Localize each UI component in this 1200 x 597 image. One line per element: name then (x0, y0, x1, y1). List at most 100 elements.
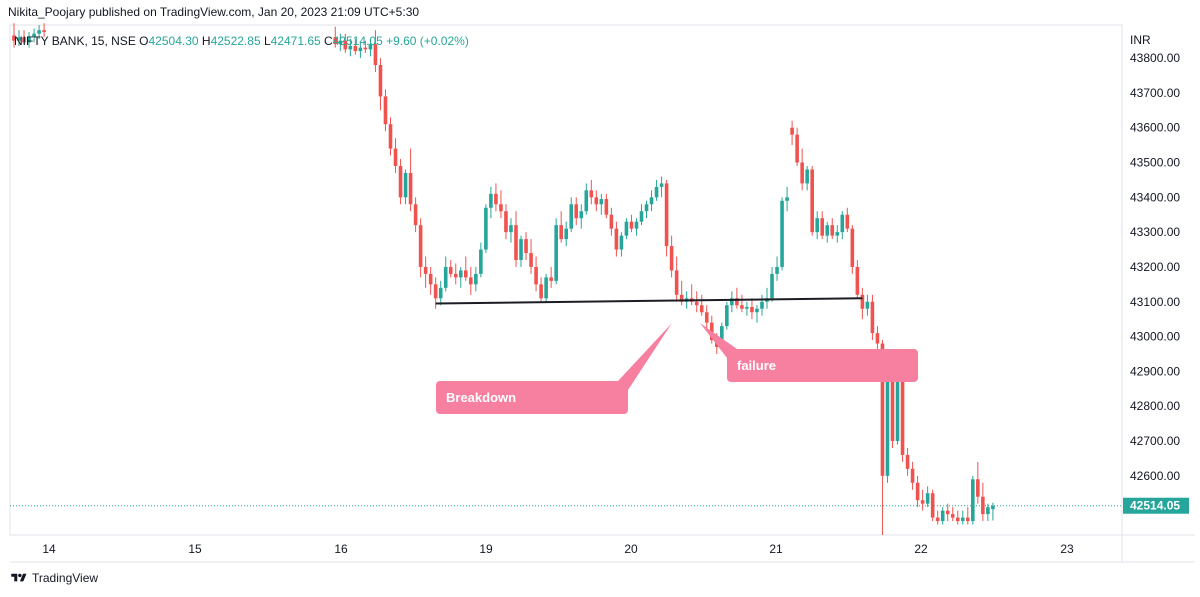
candle-body (22, 37, 26, 43)
candle (815, 211, 819, 240)
candle (403, 169, 408, 205)
candle (333, 26, 338, 48)
candle-body (971, 479, 975, 522)
callout-box (727, 349, 918, 382)
candle (735, 287, 739, 309)
candle-body (423, 266, 428, 274)
candle-body (981, 496, 985, 515)
candle (785, 186, 789, 212)
candle-body (564, 228, 568, 240)
candle-body (925, 493, 930, 504)
candle-body (770, 273, 774, 299)
candle-body (524, 239, 528, 254)
candle (850, 225, 855, 274)
callout-label: failure (737, 358, 776, 373)
candle-body (368, 44, 373, 50)
y-tick-label: 43200.00 (1130, 260, 1180, 274)
candle (544, 273, 548, 302)
candle-body (699, 305, 704, 313)
candle-body (358, 47, 363, 52)
candle-body (398, 165, 403, 198)
candle (599, 193, 604, 215)
candle (484, 204, 488, 254)
currency-label: INR (1130, 33, 1151, 47)
candle (42, 23, 46, 38)
candle (775, 256, 779, 281)
candle (986, 503, 990, 522)
candle-body (755, 308, 759, 313)
candle-body (378, 65, 383, 97)
candle (378, 58, 383, 111)
candle-body (775, 266, 779, 274)
ohlc-legend: NIFTY BANK, 15, NSE O42504.30 H42522.85 … (14, 34, 469, 48)
candle-body (760, 301, 764, 309)
candle (830, 218, 835, 240)
candle-body (955, 517, 960, 522)
candle-body (669, 246, 674, 271)
candle (920, 489, 925, 511)
last-price-tag: 42514.05 (1123, 497, 1189, 514)
candle (574, 197, 579, 226)
candle-body (815, 218, 819, 233)
candle (639, 204, 644, 226)
candle (388, 117, 393, 156)
x-tick-label: 20 (624, 542, 638, 556)
candle (955, 510, 960, 525)
candle-body (694, 301, 699, 306)
candle (373, 30, 378, 72)
candle-body (338, 40, 343, 45)
candle (704, 305, 709, 330)
candle-body (413, 204, 418, 226)
footer-brand[interactable]: TradingView (10, 571, 98, 585)
candle (504, 204, 508, 240)
candle-body (383, 96, 388, 125)
candle-body (438, 287, 443, 299)
candle (624, 218, 629, 240)
candle-body (840, 214, 845, 233)
candle-body (634, 221, 639, 229)
candle-body (835, 232, 840, 236)
candle-body (453, 273, 458, 278)
candle-body (614, 228, 619, 250)
candle (514, 211, 518, 267)
brand-name: TradingView (32, 571, 99, 585)
candle (458, 266, 463, 288)
candle (564, 221, 568, 247)
candle (428, 266, 433, 295)
candle-body (539, 284, 543, 299)
candle (559, 211, 563, 243)
candle (825, 221, 830, 243)
candle-body (940, 510, 945, 522)
candle (363, 40, 368, 53)
candle-body (885, 378, 890, 476)
candle-body (343, 40, 348, 50)
candle-body (800, 162, 804, 184)
candle-body (604, 199, 609, 215)
candle (860, 287, 865, 320)
candle (348, 38, 353, 57)
candle-body (820, 218, 825, 236)
candle-body (469, 277, 473, 285)
candle-body (27, 37, 31, 43)
candle (679, 280, 684, 306)
candle (32, 28, 36, 43)
candle-body (589, 190, 594, 198)
candle-body (900, 371, 905, 455)
candle-body (920, 500, 925, 504)
y-tick-label: 43000.00 (1130, 330, 1180, 344)
y-tick-label: 43400.00 (1130, 190, 1180, 204)
candle-body (649, 197, 654, 205)
candle (790, 120, 794, 146)
candle (27, 31, 31, 48)
candle (940, 507, 945, 525)
candle (674, 256, 679, 302)
candle-body (599, 199, 604, 205)
candle-body (42, 30, 46, 32)
candle-body (855, 266, 860, 295)
y-tick-label: 43800.00 (1130, 51, 1180, 65)
candle-body (12, 35, 16, 41)
candle (755, 305, 759, 323)
failure-callout: failure (700, 323, 918, 382)
candle (750, 298, 754, 320)
